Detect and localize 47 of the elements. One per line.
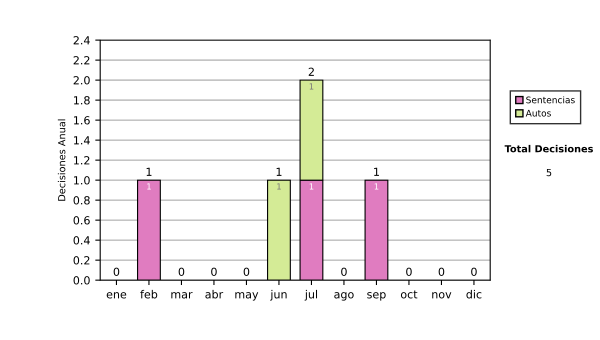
total-label: 2 [308,68,314,76]
x-tick-label: nov [432,292,452,298]
y-tick-label: 0.2 [74,256,90,265]
y-tick-label: 0.6 [74,216,90,225]
x-tick-label: ago [334,292,354,301]
total-label: 0 [244,268,250,276]
x-tick-label: sep [367,292,386,301]
y-tick-label: 0.0 [74,276,90,285]
data-label: 1 [310,183,314,190]
text: Total Decisiones [504,144,593,152]
y-tick-label: 2.0 [74,76,90,85]
total-label: 0 [341,268,347,276]
y-tick-label: 1.6 [74,116,90,125]
x-tick-label: jun [270,290,287,301]
data-label: 1 [277,183,281,190]
total-label: 1 [146,168,152,176]
y-tick-label: 2.2 [74,56,90,64]
x-tick-label: feb [140,290,158,298]
x-tick-label: oct [400,290,418,298]
legend-label: Autos [526,110,551,117]
data-label: 1 [374,183,378,190]
total-label: 1 [276,168,282,176]
legend-label: Sentencias [526,96,575,104]
x-tick-label: may [235,292,258,301]
y-tick-label: 2.4 [74,36,90,44]
x-tick-label: abr [205,290,224,298]
y-axis-title: Decisiones Anual [58,119,66,201]
total-label: 0 [114,268,120,276]
data-label: 1 [310,83,314,90]
y-tick-label: 1.4 [74,136,90,144]
y-tick-label: 0.4 [74,236,90,245]
total-label: 0 [438,268,444,276]
x-tick-label: ene [106,292,126,298]
x-tick-label: dic [466,290,482,298]
x-tick-label: jul [304,290,318,301]
total-label: 0 [178,268,184,276]
x-tick-label: mar [171,292,193,298]
data-label: 1 [147,183,151,190]
total-label: 0 [211,268,217,276]
y-tick-label: 1.2 [74,156,90,164]
text: 5 [546,168,552,176]
y-tick-label: 1.0 [74,176,90,185]
y-tick-label: 1.8 [74,96,90,105]
y-tick-label: 0.8 [74,196,90,205]
total-label: 0 [406,268,412,276]
total-label: 0 [471,268,477,276]
total-label: 1 [374,168,379,176]
